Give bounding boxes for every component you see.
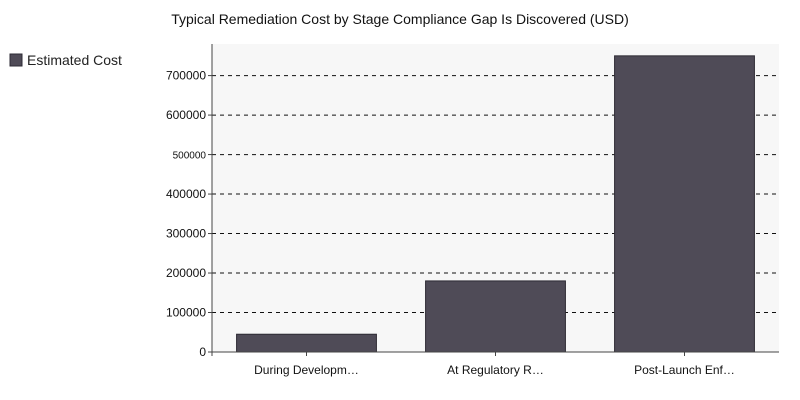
- y-tick-label: 400000: [166, 187, 206, 201]
- y-tick-label: 0: [199, 345, 206, 359]
- chart-title: Typical Remediation Cost by Stage Compli…: [171, 11, 629, 27]
- legend: Estimated Cost: [9, 52, 122, 68]
- bars: [236, 55, 755, 353]
- legend-label: Estimated Cost: [27, 52, 122, 68]
- y-tick-label: 700000: [166, 69, 206, 83]
- bar: [425, 280, 566, 353]
- y-tick-label: 100000: [166, 306, 206, 320]
- bar: [236, 333, 377, 353]
- y-tick-label: 500000: [173, 151, 207, 162]
- y-tick-label: 200000: [166, 266, 206, 280]
- legend-swatch: [9, 53, 23, 67]
- y-axis-ticks: 0 100000 200000 300000 400000 500000 600000 700…: [166, 69, 212, 359]
- y-tick-label: 300000: [166, 227, 206, 241]
- x-axis-ticks: During Developm… At Regulatory R… Post-Lau…: [254, 352, 735, 377]
- x-tick-label: At Regulatory R…: [447, 363, 544, 377]
- x-tick-label: During Developm…: [254, 363, 359, 377]
- y-tick-label: 600000: [166, 108, 206, 122]
- bar: [614, 55, 755, 353]
- x-tick-label: Post-Launch Enf…: [634, 363, 735, 377]
